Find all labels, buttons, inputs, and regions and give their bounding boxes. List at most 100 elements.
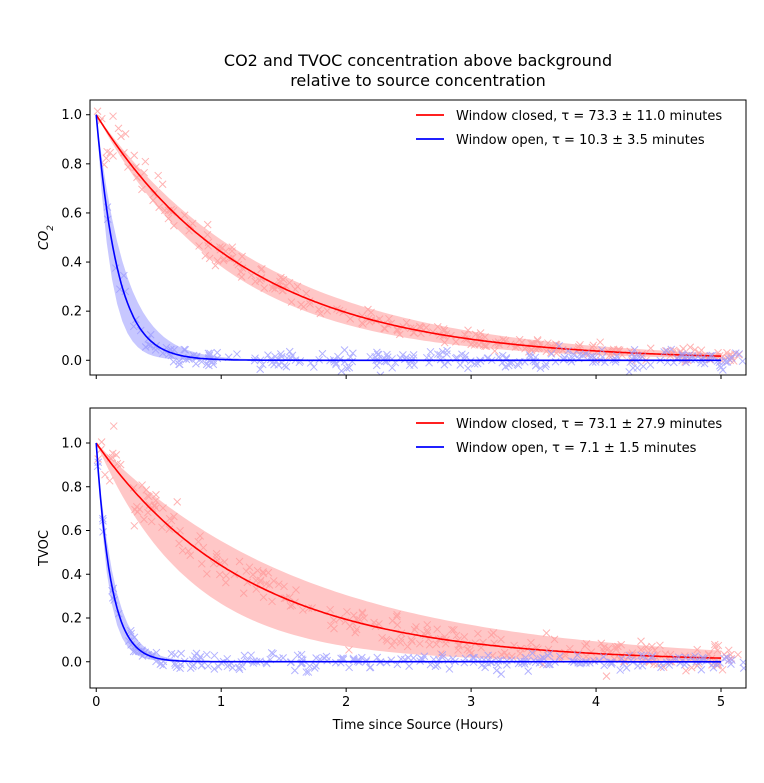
co2-panel: 0.0 0.2 0.4 0.6 0.8 1.0 CO2 Window closed, τ = … (37, 99, 747, 379)
data-point (532, 361, 540, 370)
data-point (678, 350, 687, 359)
data-point (256, 365, 265, 374)
data-point (679, 351, 687, 360)
data-point (130, 151, 139, 160)
data-point (130, 521, 139, 530)
data-point (440, 360, 449, 369)
data-point (223, 662, 232, 671)
data-point (724, 656, 733, 664)
data-point (105, 476, 114, 485)
data-point (541, 362, 550, 371)
data-point (494, 353, 503, 361)
uncertainty-band (96, 114, 721, 361)
data-point (665, 661, 674, 669)
y-axis-label: CO2 (37, 225, 56, 250)
data-point (639, 651, 648, 660)
data-point (443, 350, 451, 359)
data-point (602, 672, 611, 681)
data-point (646, 361, 655, 369)
data-point (727, 660, 735, 668)
data-point (663, 347, 671, 355)
data-point (349, 349, 357, 358)
data-point (203, 220, 212, 229)
data-point (674, 653, 683, 662)
data-point (504, 361, 513, 370)
data-point (348, 357, 357, 366)
data-point (497, 670, 506, 678)
data-point (346, 353, 355, 361)
y-tick-label: 0.4 (61, 256, 82, 271)
data-point (599, 653, 608, 661)
data-point (380, 357, 389, 366)
data-point (637, 651, 645, 660)
data-point (460, 355, 469, 364)
data-point (192, 359, 200, 368)
data-point (339, 654, 347, 662)
data-point (470, 360, 479, 368)
data-point (330, 357, 339, 366)
data-point (410, 361, 419, 369)
data-point (318, 349, 327, 358)
legend-label: Window closed, τ = 73.1 ± 27.9 minutes (456, 417, 722, 432)
data-point (483, 659, 492, 667)
data-point (685, 351, 694, 360)
data-point (171, 650, 179, 659)
data-point (345, 363, 354, 372)
data-point (660, 348, 669, 356)
data-point (158, 180, 167, 189)
data-point (282, 362, 291, 371)
data-point (528, 649, 537, 657)
data-point (639, 362, 648, 371)
data-point (514, 361, 523, 370)
data-point (345, 646, 353, 654)
data-point (555, 341, 564, 350)
data-point (349, 654, 358, 663)
data-point (141, 157, 150, 166)
fit-line (95, 442, 721, 663)
data-point (738, 357, 746, 366)
data-point (551, 357, 560, 366)
y-tick-label: 0.4 (61, 568, 82, 583)
data-point (569, 350, 578, 359)
data-point (233, 350, 241, 358)
data-point (217, 658, 226, 667)
data-point (109, 112, 117, 121)
data-point (240, 651, 249, 660)
data-point (420, 652, 429, 661)
data-point (682, 351, 691, 360)
data-point (238, 662, 247, 671)
data-point (464, 364, 472, 373)
data-point (106, 148, 115, 157)
data-point (629, 364, 637, 372)
data-point (204, 662, 212, 670)
y-tick-label: 0.6 (61, 206, 82, 221)
data-point (718, 665, 727, 674)
legend: Window closed, τ = 73.3 ± 11.0 minutes Wi… (416, 109, 722, 148)
data-point (547, 349, 556, 358)
data-point (682, 666, 690, 675)
data-point (667, 345, 676, 354)
data-point (336, 355, 345, 364)
x-tick-label: 2 (342, 695, 350, 710)
data-point (293, 651, 302, 660)
data-point (438, 653, 447, 662)
data-point (517, 659, 526, 668)
data-point (536, 364, 545, 373)
data-point (676, 658, 685, 667)
data-point (322, 652, 331, 661)
data-point (198, 661, 206, 669)
data-point (102, 154, 111, 163)
data-point (709, 663, 718, 672)
data-point (264, 351, 272, 359)
data-point (417, 654, 425, 663)
data-point (205, 361, 213, 370)
data-point (276, 350, 285, 358)
data-point (735, 350, 744, 358)
tvoc-panel: 0 1 2 3 4 5 0.0 0.2 0.4 0.6 0.8 1.0 TVOC Time since S… (37, 407, 747, 733)
legend: Window closed, τ = 73.1 ± 27.9 minutes Wi… (416, 417, 722, 456)
y-tick-label: 1.0 (61, 437, 82, 452)
data-point (586, 658, 594, 667)
data-point (304, 668, 313, 676)
data-point (159, 661, 167, 670)
data-point (279, 653, 287, 662)
